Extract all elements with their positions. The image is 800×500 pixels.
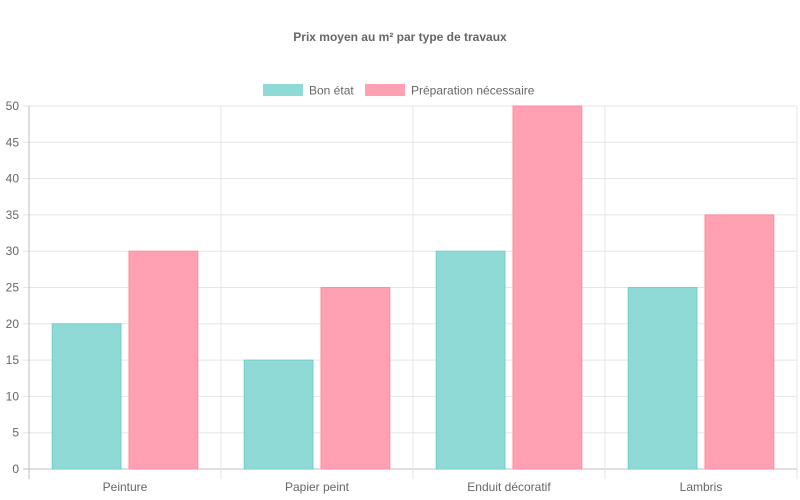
- y-tick-label: 45: [6, 135, 20, 149]
- bar-preparation-necessaire-papier-peint[interactable]: [320, 287, 391, 470]
- y-tick-label: 50: [6, 99, 20, 113]
- y-tick-label: 25: [6, 281, 20, 295]
- bars: [51, 105, 775, 470]
- legend-label-bon-etat: Bon état: [309, 84, 354, 98]
- bar-preparation-necessaire-lambris[interactable]: [704, 214, 775, 470]
- y-tick-label: 5: [12, 426, 19, 440]
- x-tick-label: Enduit décoratif: [467, 480, 551, 494]
- legend: Bon état Préparation nécessaire: [263, 84, 535, 98]
- y-tick-label: 35: [6, 208, 20, 222]
- legend-label-preparation-necessaire: Préparation nécessaire: [411, 84, 535, 98]
- axes: 0 5 10 15 20 25 30 35 40 45 50 Peinture Papier peint…: [6, 99, 723, 494]
- y-tick-label: 10: [6, 389, 20, 403]
- x-tick-label: Papier peint: [285, 480, 350, 494]
- legend-item-bon-etat[interactable]: Bon état: [263, 84, 354, 98]
- bar-bon-etat-peinture[interactable]: [51, 323, 122, 470]
- bar-bon-etat-papier-peint[interactable]: [243, 359, 314, 470]
- legend-swatch-preparation-necessaire: [365, 84, 405, 96]
- y-tick-label: 30: [6, 244, 20, 258]
- bar-bon-etat-enduit-decoratif[interactable]: [435, 250, 506, 470]
- legend-swatch-bon-etat: [263, 84, 303, 96]
- y-tick-label: 40: [6, 172, 20, 186]
- chart-title: Prix moyen au m² par type de travaux: [293, 30, 507, 44]
- y-tick-label: 0: [12, 462, 19, 476]
- bar-bon-etat-lambris[interactable]: [627, 287, 698, 470]
- legend-item-preparation-necessaire[interactable]: Préparation nécessaire: [365, 84, 535, 98]
- y-tick-label: 20: [6, 317, 20, 331]
- y-tick-label: 15: [6, 353, 20, 367]
- bar-preparation-necessaire-enduit-decoratif[interactable]: [512, 105, 583, 470]
- x-tick-label: Peinture: [103, 480, 148, 494]
- bar-preparation-necessaire-peinture[interactable]: [128, 250, 199, 470]
- x-tick-label: Lambris: [680, 480, 723, 494]
